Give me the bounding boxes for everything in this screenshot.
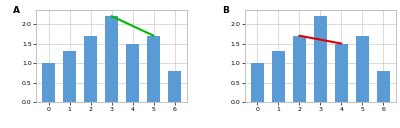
Bar (63, 51, 76, 102)
Bar (126, 44, 139, 102)
Bar (84, 36, 97, 102)
Bar (377, 71, 390, 102)
Bar (272, 51, 285, 102)
Bar (356, 36, 369, 102)
Bar (293, 36, 306, 102)
Bar (42, 63, 55, 102)
Bar (105, 16, 118, 102)
Bar (251, 63, 264, 102)
Text: B: B (222, 6, 229, 15)
Text: A: A (13, 6, 20, 15)
Bar (168, 71, 181, 102)
Bar (147, 36, 160, 102)
Bar (335, 44, 348, 102)
Bar (314, 16, 327, 102)
